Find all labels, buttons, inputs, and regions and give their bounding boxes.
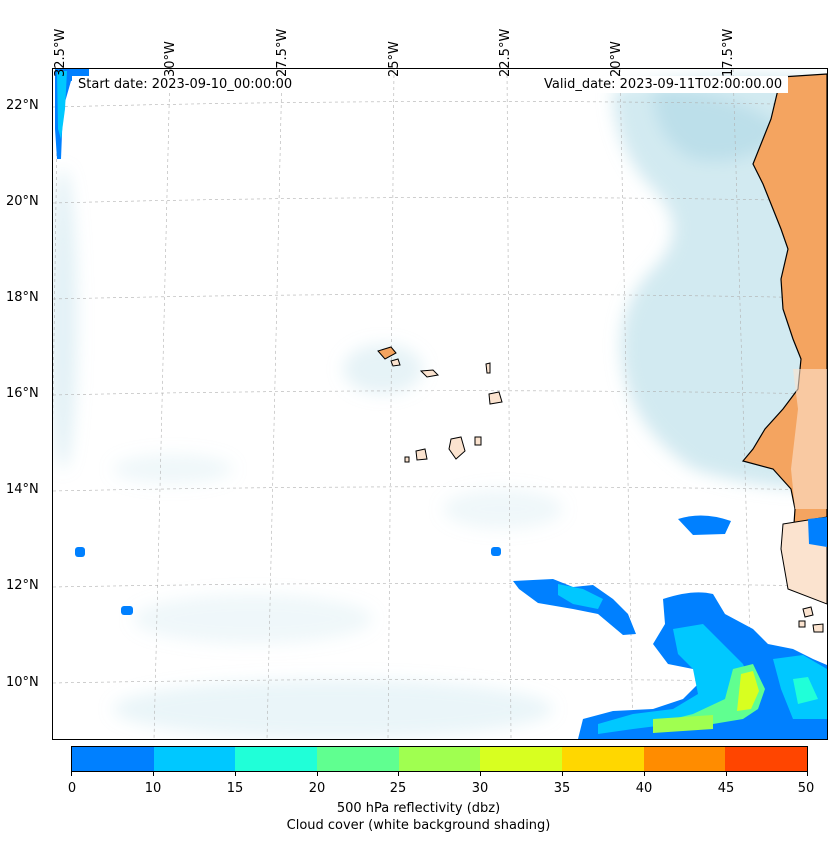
colorbar-tick xyxy=(235,772,236,776)
lon-label-17-5w: 17.5°W xyxy=(721,28,736,77)
cloud-region-scattered-1 xyxy=(113,454,233,484)
lat-label-22n: 22°N xyxy=(6,98,39,113)
colorbar-tick-label-35: 35 xyxy=(553,781,571,796)
echo-mainland-cell xyxy=(808,517,827,547)
colorbar-segment-30-35 xyxy=(480,747,563,771)
cloud-region-scattered-3 xyxy=(133,594,373,644)
colorbar-subtitle: Cloud cover (white background shading) xyxy=(286,818,551,833)
brava-island xyxy=(404,456,410,463)
colorbar-tick xyxy=(71,772,72,776)
colorbar-tick xyxy=(726,772,727,776)
start-date-label: Start date: 2023-09-10_00:00:00 xyxy=(72,76,299,93)
colorbar-tick xyxy=(153,772,154,776)
cloud-region-west-edge xyxy=(53,169,77,469)
colorbar-tick-label-30: 30 xyxy=(471,781,489,796)
santiago-island xyxy=(448,436,466,460)
colorbar-tick xyxy=(807,772,808,776)
maio-island xyxy=(474,436,482,446)
colorbar-segment-45-50 xyxy=(725,747,808,771)
lat-label-14n: 14°N xyxy=(6,482,39,497)
colorbar-tick-label-50: 50 xyxy=(797,781,815,796)
colorbar-tick-label-25: 25 xyxy=(389,781,407,796)
echo-southeast-core xyxy=(653,664,765,729)
valid-date-label: Valid_date: 2023-09-11T02:00:00.00 xyxy=(538,76,789,93)
echo-southeast-peak xyxy=(737,671,759,711)
lon-label-25w: 25°W xyxy=(387,41,402,77)
colorbar xyxy=(71,746,808,772)
map-canvas xyxy=(53,69,827,739)
sao-nicolau-island xyxy=(419,369,440,378)
colorbar-tick xyxy=(644,772,645,776)
sao-vicente-island xyxy=(390,358,401,367)
colorbar-segment-40-45 xyxy=(643,747,726,771)
colorbar-tick xyxy=(317,772,318,776)
africa-mainland-dry-band xyxy=(791,369,827,509)
lon-label-22-5w: 22.5°W xyxy=(498,28,513,77)
colorbar-tick-label-15: 15 xyxy=(226,781,244,796)
santo-antao-island xyxy=(377,346,397,360)
colorbar-tick xyxy=(398,772,399,776)
colorbar-tick xyxy=(480,772,481,776)
echo-northwest-inner xyxy=(57,71,67,139)
lon-label-27-5w: 27.5°W xyxy=(275,28,290,77)
colorbar-tick-label-0: 0 xyxy=(67,781,77,796)
echo-south-band xyxy=(513,579,636,635)
lat-label-20n: 20°N xyxy=(6,194,39,209)
cloud-region-central xyxy=(343,344,423,394)
colorbar-tick-label-10: 10 xyxy=(144,781,162,796)
colorbar-segment-20-25 xyxy=(317,747,399,771)
colorbar-title: 500 hPa reflectivity (dbz) xyxy=(336,801,501,816)
bijagos-islands xyxy=(798,606,824,633)
echo-east-edge-core xyxy=(793,677,818,704)
echo-west-cell-2 xyxy=(121,606,133,615)
colorbar-segment-0-10 xyxy=(72,747,154,771)
lat-label-12n: 12°N xyxy=(6,578,39,593)
echo-central-cell xyxy=(491,547,501,556)
lon-label-32-5w: 32.5°W xyxy=(53,28,68,77)
map-panel xyxy=(52,68,828,740)
boa-vista-island xyxy=(488,391,503,405)
cloud-region-north xyxy=(653,89,783,161)
colorbar-segment-10-15 xyxy=(153,747,236,771)
echo-senegal-coast-cell xyxy=(678,515,731,535)
fogo-island xyxy=(415,448,428,461)
colorbar-segment-15-20 xyxy=(235,747,318,771)
colorbar-tick-label-45: 45 xyxy=(717,781,735,796)
sal-island xyxy=(485,362,491,374)
colorbar-segment-35-40 xyxy=(562,747,644,771)
cloud-region-scattered-2 xyxy=(443,489,563,529)
colorbar-tick-label-20: 20 xyxy=(308,781,326,796)
lon-label-30w: 30°W xyxy=(163,41,178,77)
colorbar-segment-25-30 xyxy=(398,747,481,771)
colorbar-tick xyxy=(562,772,563,776)
echo-west-cell-1 xyxy=(75,547,85,557)
cloud-region-south xyxy=(113,679,553,739)
lat-label-10n: 10°N xyxy=(6,675,39,690)
lat-label-16n: 16°N xyxy=(6,386,39,401)
reflectivity-contours xyxy=(55,69,827,739)
lat-label-18n: 18°N xyxy=(6,290,39,305)
echo-southeast-bottom xyxy=(653,715,713,733)
echo-south-band-inner xyxy=(558,584,603,609)
colorbar-tick-label-40: 40 xyxy=(635,781,653,796)
lon-label-20w: 20°W xyxy=(609,41,624,77)
